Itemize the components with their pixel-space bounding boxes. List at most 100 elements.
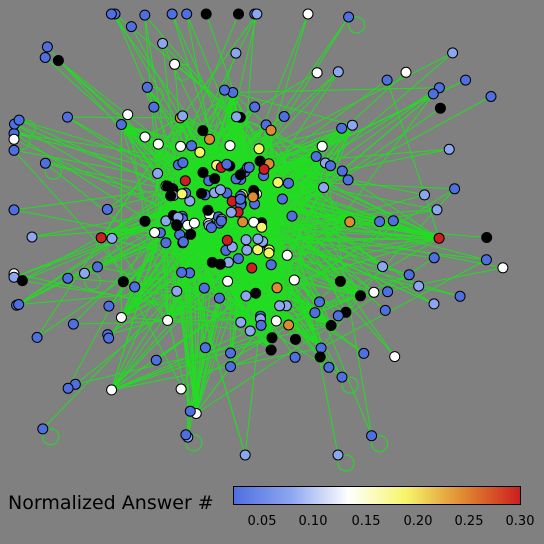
graph-node (246, 262, 258, 274)
graph-edge (230, 250, 248, 367)
graph-node (314, 351, 326, 363)
graph-node (152, 138, 164, 150)
graph-node (233, 8, 244, 20)
graph-node (105, 8, 117, 20)
graph-node (428, 298, 440, 310)
graph-node (221, 158, 233, 170)
graph-canvas (8, 8, 509, 472)
graph-node (197, 125, 209, 137)
graph-edge (75, 261, 229, 385)
graph-edge (18, 279, 295, 305)
graph-node (186, 140, 197, 152)
graph-node (160, 237, 172, 249)
graph-edge (171, 13, 255, 196)
graph-node (265, 344, 277, 356)
graph-node (225, 206, 237, 218)
graph-edge (320, 259, 487, 349)
graph-node (263, 247, 275, 259)
graph-node (485, 91, 497, 102)
graph-node (283, 177, 294, 189)
graph-edge (240, 204, 380, 223)
graph-edge (153, 107, 178, 292)
graph-node (92, 261, 103, 273)
graph-edge (195, 93, 434, 414)
graph-node (150, 354, 162, 366)
graph-edge (144, 14, 289, 184)
graph-node (125, 21, 137, 33)
graph-edge (114, 13, 186, 181)
graph-node (381, 74, 393, 86)
graph-node (253, 143, 265, 155)
graph-edge (182, 162, 343, 378)
graph-node (428, 252, 440, 264)
graph-edge (108, 221, 243, 307)
graph-edge (253, 190, 322, 349)
graph-node (152, 167, 164, 179)
colorbar (233, 486, 521, 505)
graph-edge (291, 216, 339, 456)
graph-node (224, 140, 236, 152)
graph-node (270, 315, 282, 327)
colorbar-tick-2: 0.10 (298, 514, 328, 529)
self-loop-edge (379, 221, 397, 239)
graph-node (166, 8, 178, 20)
graph-node (157, 37, 169, 49)
graph-node (258, 163, 270, 175)
graph-edge (111, 330, 251, 391)
graph-node (177, 110, 189, 122)
graph-node (251, 8, 263, 20)
graph-node (129, 281, 141, 293)
graph-edge (189, 148, 450, 202)
graph-edge (127, 114, 146, 222)
graph-node (252, 244, 264, 256)
graph-node (149, 227, 161, 238)
graph-edge (257, 238, 272, 351)
graph-node (240, 234, 252, 246)
graph-node (281, 249, 293, 261)
graph-edge (242, 194, 375, 293)
graph-node (26, 231, 38, 243)
graph-node (240, 290, 252, 302)
graph-node (8, 133, 20, 145)
graph-node (79, 267, 90, 279)
graph-node (239, 449, 251, 461)
graph-node (431, 204, 443, 216)
graph-node (344, 216, 356, 228)
graph-node (286, 210, 298, 222)
graph-node (148, 101, 160, 113)
graph-edge (165, 185, 262, 326)
graph-node (206, 256, 218, 268)
graph-node (95, 232, 107, 244)
graph-edge (111, 13, 255, 205)
graph-node (175, 383, 187, 395)
graph-node (234, 193, 246, 205)
colorbar-tick-4: 0.20 (403, 514, 433, 529)
graph-node (232, 253, 244, 265)
graph-node (265, 124, 277, 136)
graph-edge (18, 119, 283, 200)
graph-node (318, 182, 330, 193)
graph-edge (182, 13, 258, 117)
graph-node (443, 143, 455, 155)
graph-node (241, 244, 253, 256)
graph-node (334, 275, 346, 287)
graph-node (8, 144, 20, 156)
graph-node (288, 274, 300, 286)
graph-edge (174, 63, 241, 118)
graph-node (235, 316, 247, 328)
graph-node (302, 8, 314, 20)
graph-node (196, 188, 207, 199)
graph-node (175, 140, 187, 152)
graph-edge (230, 349, 272, 368)
graph-node (314, 296, 325, 308)
graph-node (311, 67, 323, 79)
graph-edge (261, 222, 320, 303)
graph-edge (255, 292, 277, 322)
graph-node (449, 183, 461, 195)
graph-node (13, 114, 25, 126)
graph-node (219, 84, 230, 96)
graph-edge (45, 162, 182, 273)
graph-edge (18, 119, 243, 223)
graph-node (106, 384, 118, 396)
